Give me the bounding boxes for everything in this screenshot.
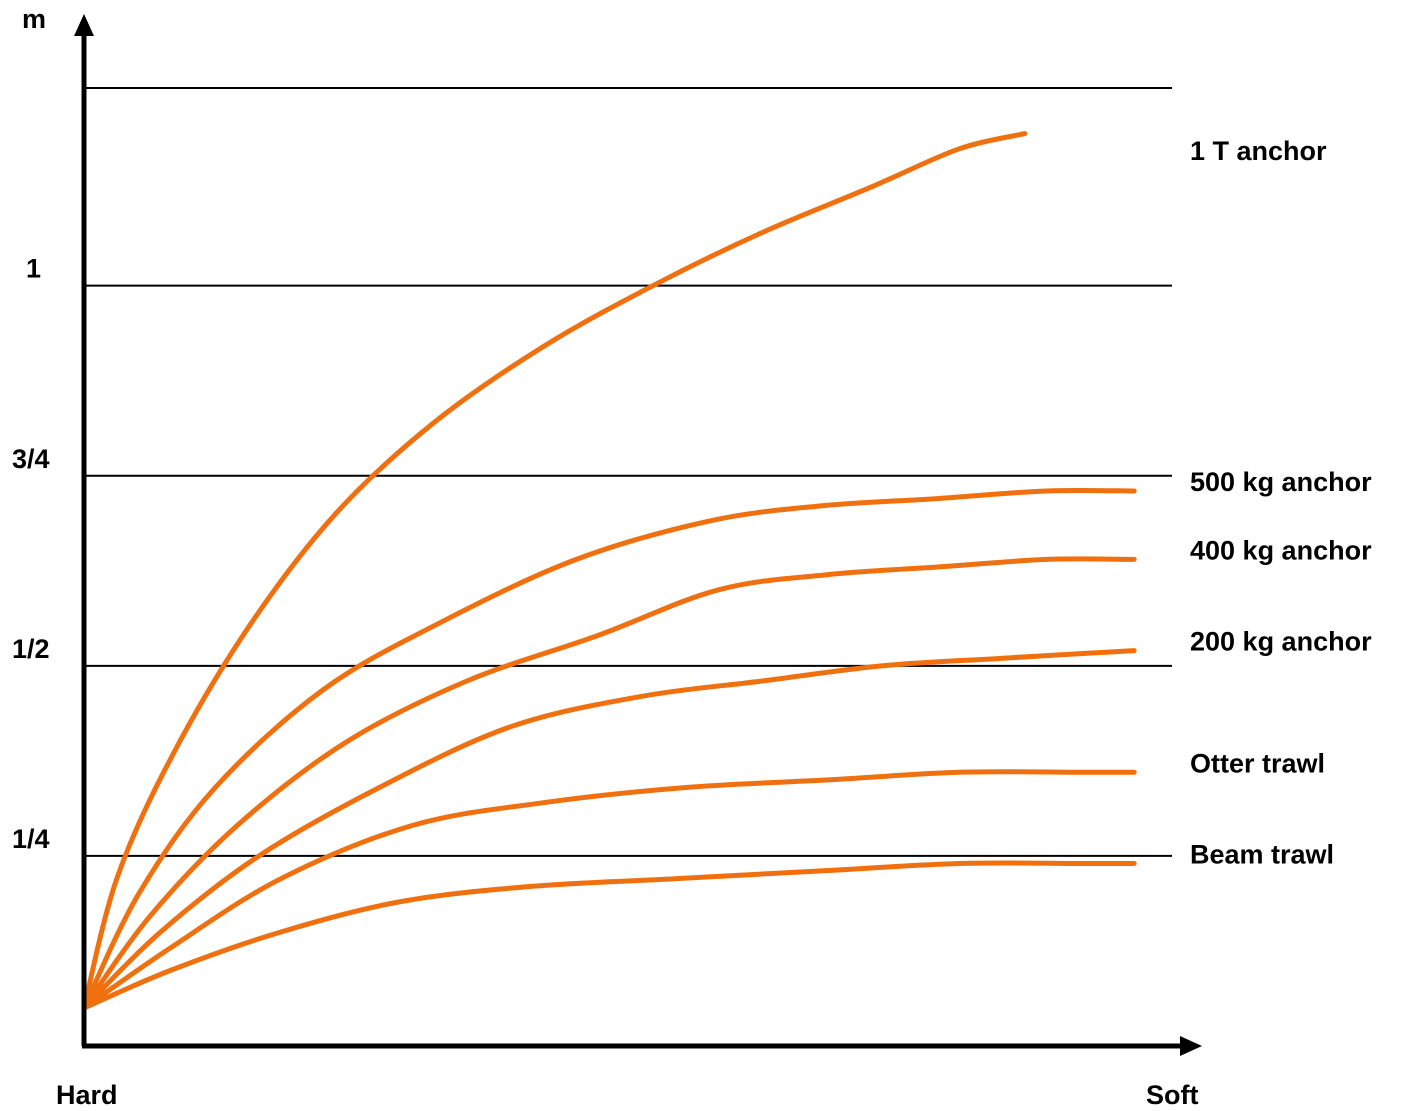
series-curves [81,131,1137,1011]
series-label: 1 T anchor [1190,136,1327,166]
axis-labels: m Hard Soft [22,4,1198,1110]
x-axis-label-left: Hard [56,1080,118,1110]
y-tick-label: 1 [26,254,41,284]
series-line [81,487,1137,1011]
x-axis-arrow-icon [1180,1036,1202,1056]
y-axis-label: m [22,4,46,34]
series-label: 400 kg anchor [1190,535,1372,565]
series-line [81,860,1137,1011]
series-line [81,769,1137,1011]
axes [74,14,1202,1056]
x-axis-label-right: Soft [1146,1080,1198,1110]
series-line [81,648,1137,1011]
series-label: 200 kg anchor [1190,627,1372,657]
series-label: 500 kg anchor [1190,467,1372,497]
gridlines [84,87,1172,857]
y-tick-label: 3/4 [12,444,50,474]
series-line [81,131,1028,1011]
y-tick-labels: 1/4 1/2 3/4 1 [12,254,50,854]
series-label: Beam trawl [1190,840,1334,870]
series-label: Otter trawl [1190,748,1325,778]
y-tick-label: 1/4 [12,824,50,854]
y-axis-arrow-icon [74,14,94,36]
y-tick-label: 1/2 [12,634,50,664]
series-line [81,556,1137,1011]
series-labels: 1 T anchor 500 kg anchor 400 kg anchor 200 … [1190,136,1372,870]
